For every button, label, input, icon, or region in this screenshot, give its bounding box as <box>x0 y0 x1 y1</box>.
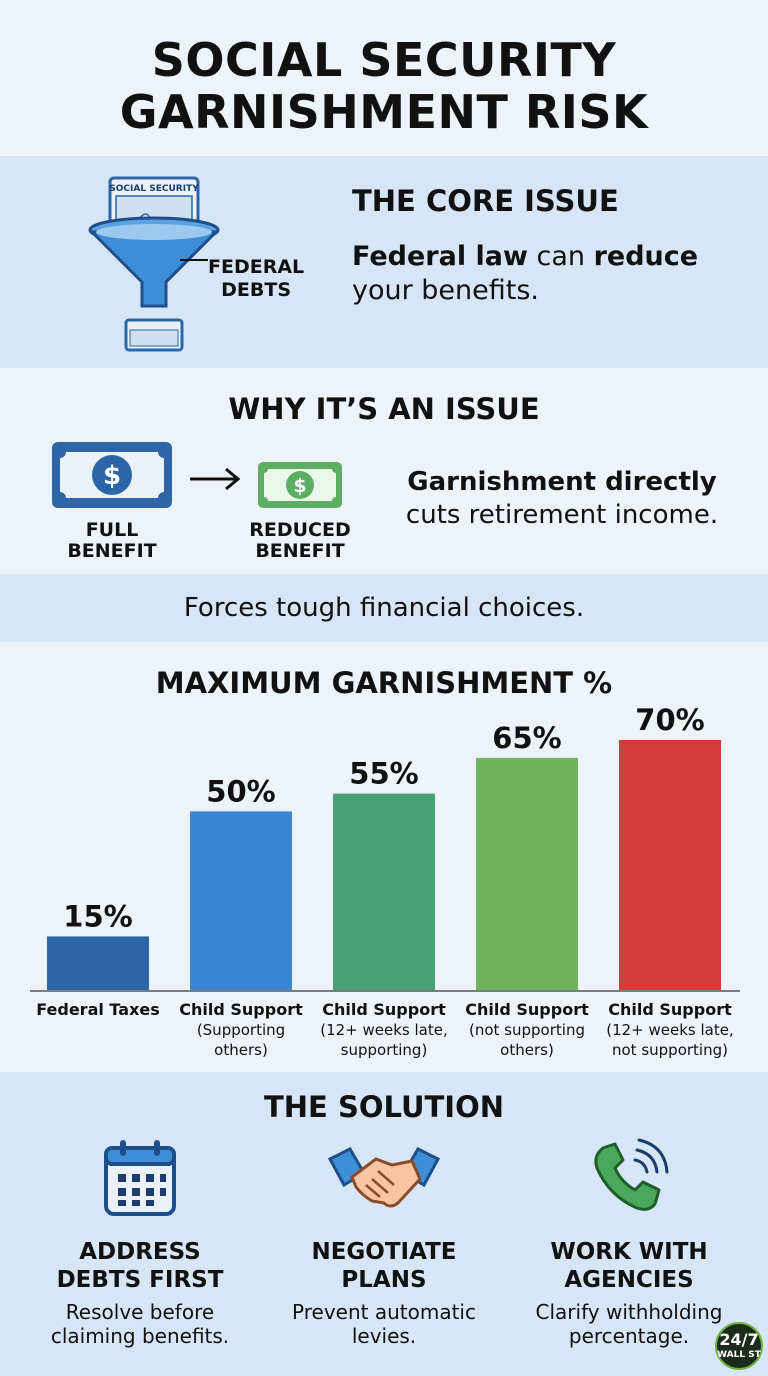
category-label-3-line3: supporting) <box>341 1041 428 1059</box>
category-label-5-line3: not supporting) <box>612 1041 728 1059</box>
bar-1 <box>47 936 149 990</box>
category-label-5-line2: (12+ weeks late, <box>606 1021 734 1039</box>
solution-title-3-line2: AGENCIES <box>564 1267 694 1293</box>
solution-item-work-with-agencies: WORK WITH AGENCIES Clarify withholding p… <box>504 1128 754 1348</box>
solution-desc-2-line1: Prevent automatic <box>292 1300 476 1324</box>
category-label-4-line3: others) <box>500 1041 554 1059</box>
category-label-4-line2: (not supporting <box>469 1021 585 1039</box>
why-heading: WHY IT’S AN ISSUE <box>228 392 540 426</box>
svg-text:$: $ <box>103 461 121 491</box>
why-text: Garnishment directly cuts retirement inc… <box>382 466 742 532</box>
federal-debts-label-line2: DEBTS <box>221 279 292 301</box>
core-text-bold2: reduce <box>593 241 699 272</box>
core-issue-section: SOCIAL SECURITY FEDERAL DEBTS THE CORE I… <box>0 156 768 368</box>
forces-banner: Forces tough financial choices. <box>0 574 768 642</box>
title-section: SOCIAL SECURITY GARNISHMENT RISK <box>0 0 768 156</box>
reduced-benefit-label-line1: REDUCED <box>249 519 351 541</box>
bar-value-label-5: 70% <box>635 703 704 737</box>
handshake-icon <box>328 1147 440 1208</box>
why-text-bold: Garnishment directly <box>407 467 717 497</box>
solution-desc-3-line2: percentage. <box>568 1324 690 1348</box>
bar-value-label-3: 55% <box>349 757 418 791</box>
solution-desc-2-line2: levies. <box>351 1324 417 1348</box>
reduced-benefit-label: REDUCED BENEFIT <box>236 520 364 562</box>
core-text-plain2: your benefits. <box>352 275 540 306</box>
solution-desc-3-line1: Clarify withholding <box>535 1300 723 1324</box>
full-benefit-label-line2: BENEFIT <box>67 540 157 562</box>
solution-heading: THE SOLUTION <box>264 1090 504 1124</box>
category-label-1-line1: Federal Taxes <box>36 1000 160 1019</box>
federal-debts-label-line1: FEDERAL <box>208 256 305 278</box>
category-label-3-line2: (12+ weeks late, <box>320 1021 448 1039</box>
category-label-2-line2: (Supporting <box>197 1021 285 1039</box>
solution-title-3-line1: WORK WITH <box>550 1239 708 1265</box>
full-benefit-label: FULL BENEFIT <box>50 520 174 562</box>
bar-value-label-2: 50% <box>206 774 275 808</box>
bar-3 <box>333 793 435 990</box>
full-benefit-bill-icon: $ <box>52 442 172 508</box>
bar-value-label-4: 65% <box>492 721 561 755</box>
core-text-bold1: Federal law <box>352 241 528 272</box>
category-label-4-line1: Child Support <box>465 1000 589 1019</box>
calendar-icon <box>104 1140 176 1216</box>
solution-desc-1-line1: Resolve before <box>65 1300 215 1324</box>
solution-desc-1-line2: claiming benefits. <box>50 1324 230 1348</box>
page-title-line2: GARNISHMENT RISK <box>119 85 649 139</box>
core-text-plain1: can <box>527 241 594 272</box>
page-title-line1: SOCIAL SECURITY <box>151 33 617 87</box>
core-issue-text: Federal law can reduce your benefits. <box>352 240 732 308</box>
solution-title-2-line1: NEGOTIATE <box>311 1239 457 1265</box>
bar-2 <box>190 811 292 990</box>
chart-title: MAXIMUM GARNISHMENT % <box>155 666 613 700</box>
category-label-2-line3: others) <box>214 1041 268 1059</box>
solution-item-address-debts: ADDRESS DEBTS FIRST Resolve before claim… <box>15 1128 265 1348</box>
full-benefit-label-line1: FULL <box>85 519 139 541</box>
category-label-2-line1: Child Support <box>179 1000 303 1019</box>
garnishment-chart-section: MAXIMUM GARNISHMENT % 15% Federal Taxes 50… <box>0 642 768 1072</box>
solution-title-1-line2: DEBTS FIRST <box>56 1267 224 1293</box>
solution-title-2-line2: PLANS <box>341 1267 427 1293</box>
category-label-5-line1: Child Support <box>608 1000 732 1019</box>
svg-text:$: $ <box>293 475 306 497</box>
logo-number: 24/7 <box>719 1330 759 1349</box>
card-label: SOCIAL SECURITY <box>109 184 199 194</box>
why-text-plain: cuts retirement income. <box>405 500 719 530</box>
garnishment-bar-chart: 15% Federal Taxes 50% Child Support (Support… <box>30 703 740 1059</box>
funnel-icon: SOCIAL SECURITY <box>88 176 220 352</box>
solution-section: THE SOLUTION ADDRESS DEBTS FIRST Resolve… <box>0 1072 768 1376</box>
core-issue-heading: THE CORE ISSUE <box>352 184 619 218</box>
bar-5 <box>619 740 721 990</box>
why-section: WHY IT’S AN ISSUE $ $ FULL BENEFIT REDUC… <box>0 368 768 574</box>
solution-title-1-line1: ADDRESS <box>79 1239 201 1265</box>
reduced-benefit-bill-icon: $ <box>258 462 342 508</box>
category-label-3-line1: Child Support <box>322 1000 446 1019</box>
bar-4 <box>476 757 578 990</box>
bar-value-label-1: 15% <box>63 899 132 933</box>
solution-item-negotiate-plans: NEGOTIATE PLANS Prevent automatic levies… <box>259 1128 509 1348</box>
phone-icon <box>594 1138 669 1211</box>
logo-word: WALL ST <box>717 1350 761 1360</box>
wallst-logo: 24/7 WALL ST <box>715 1322 763 1370</box>
federal-debts-label: FEDERAL DEBTS <box>208 256 304 302</box>
arrow-right-icon <box>190 467 241 491</box>
reduced-benefit-label-line2: BENEFIT <box>255 540 345 562</box>
